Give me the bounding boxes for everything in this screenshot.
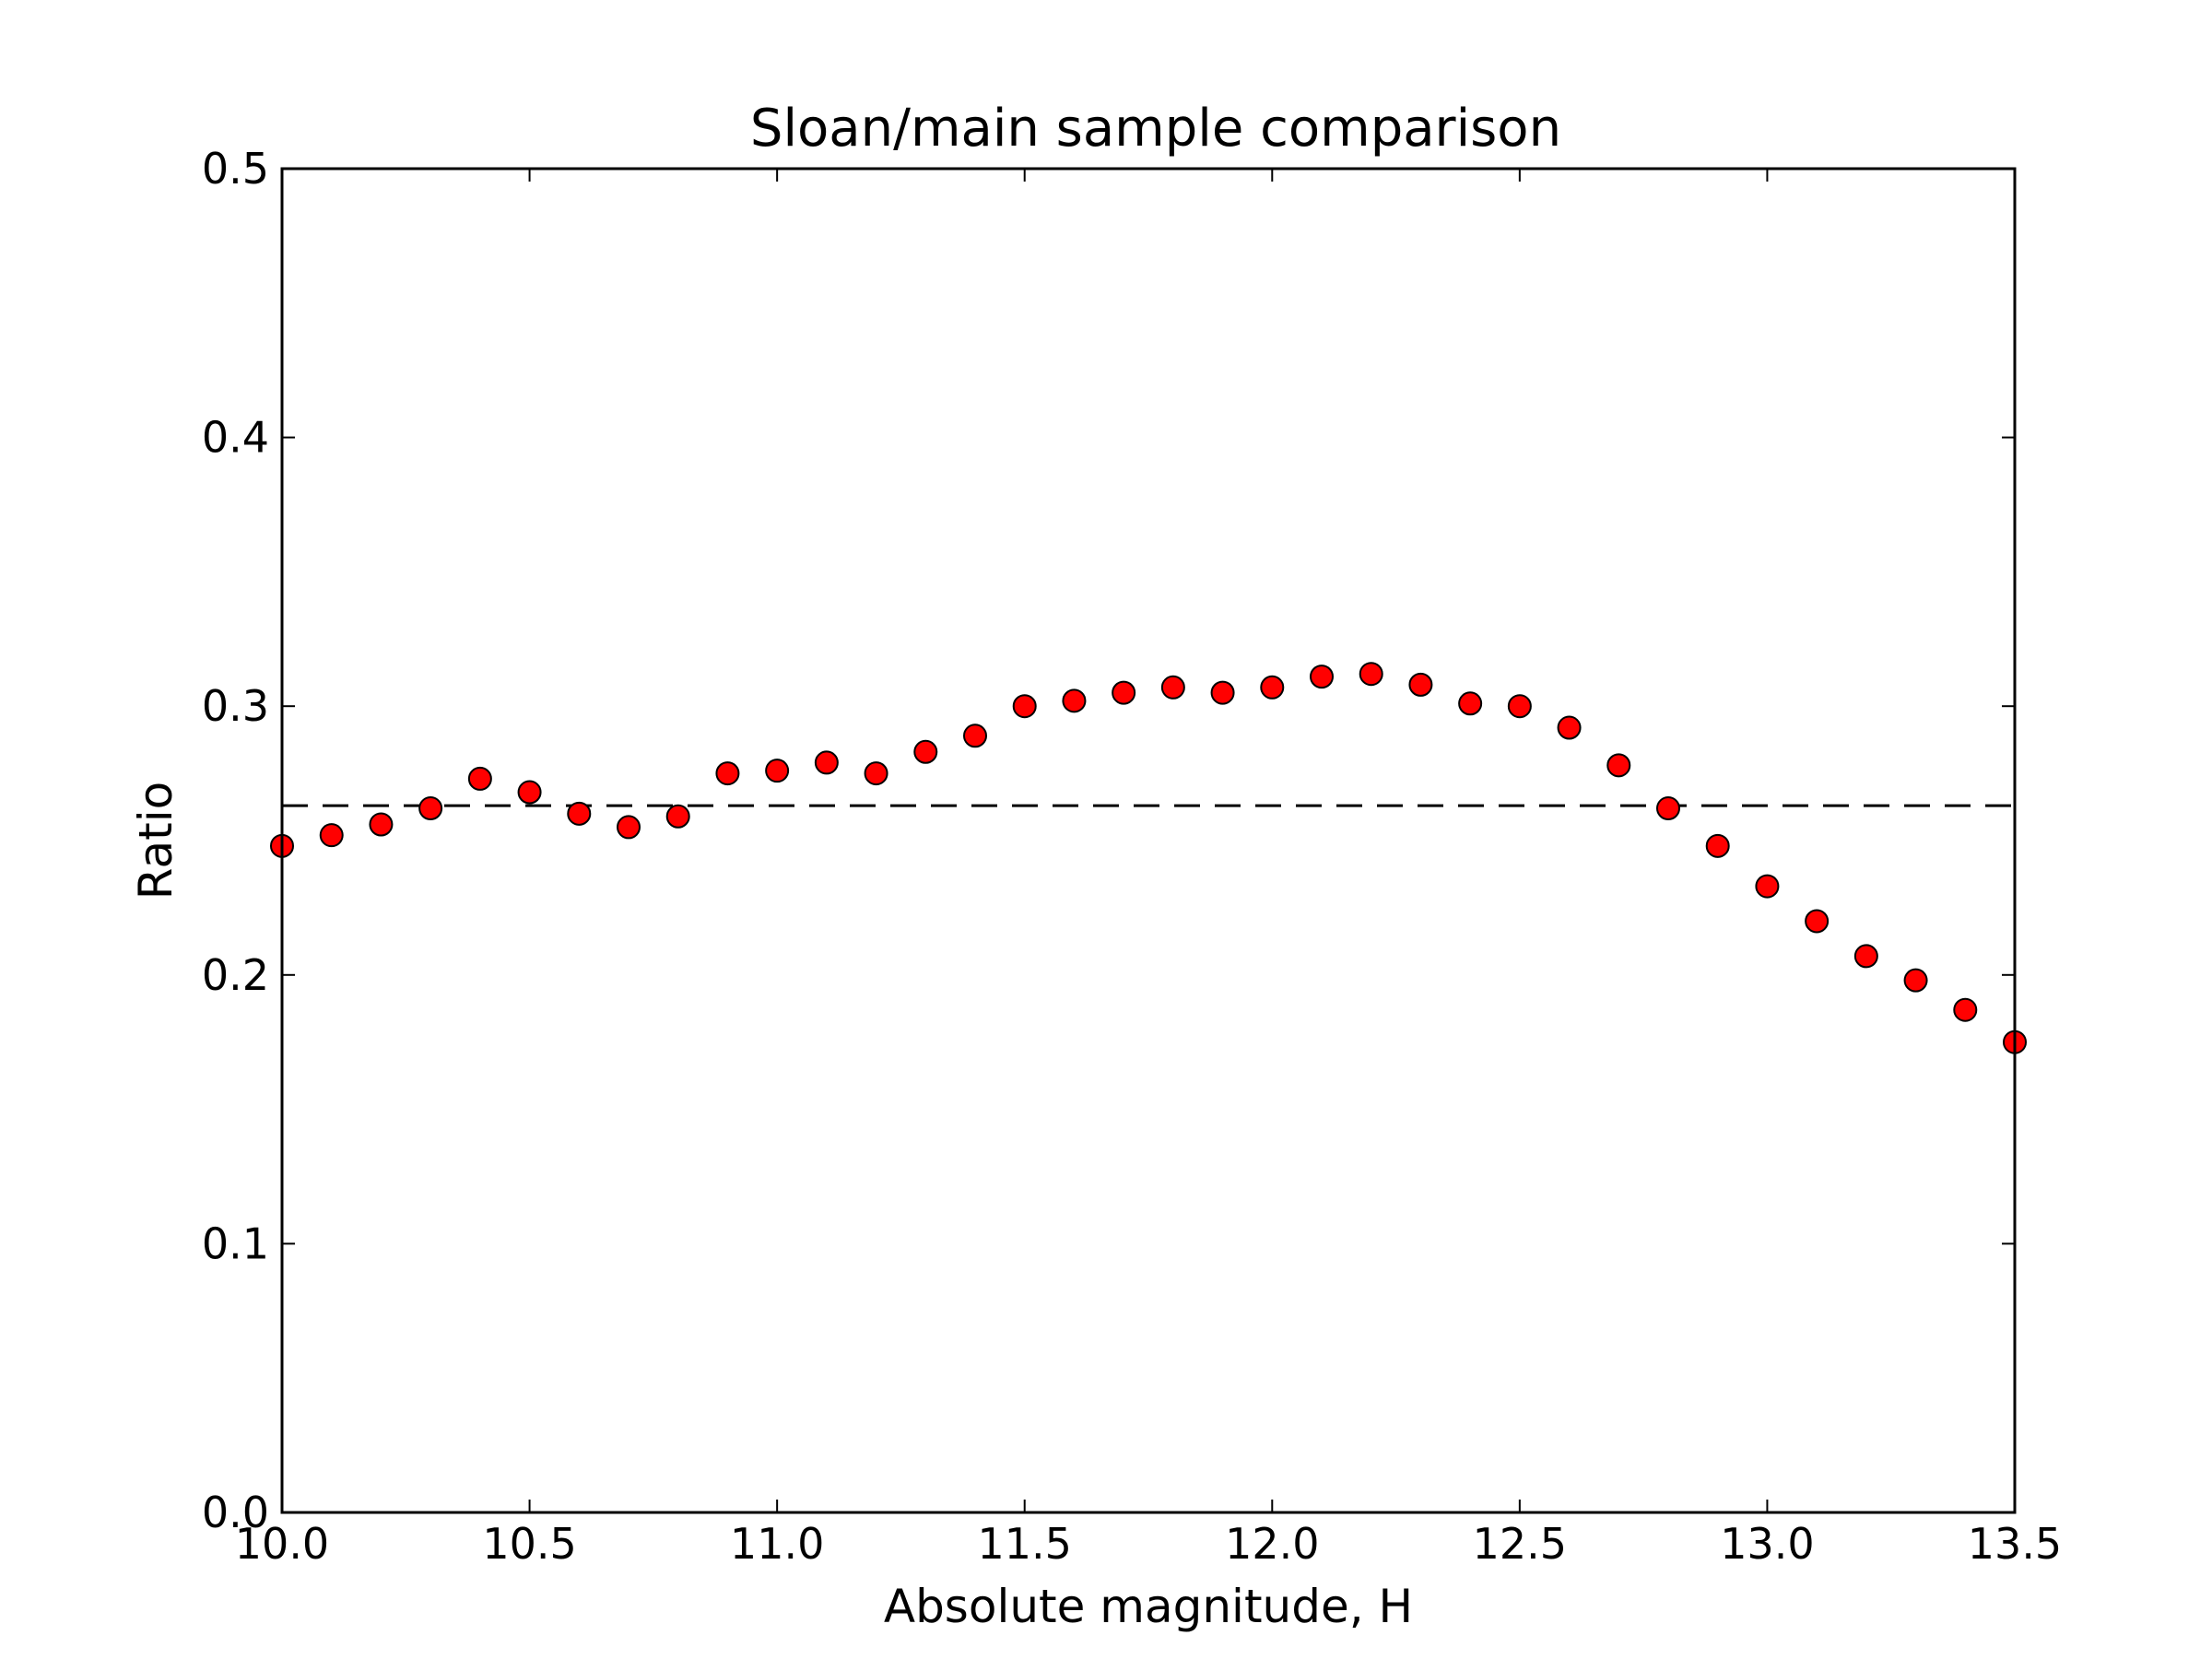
x-tick-label: 10.5: [482, 1519, 576, 1569]
x-tick-label: 11.0: [730, 1519, 824, 1569]
data-point: [1656, 796, 1680, 821]
x-axis-label: Absolute magnitude, H: [884, 1580, 1413, 1633]
data-point: [814, 750, 839, 775]
data-point: [1012, 694, 1037, 719]
data-point: [1507, 694, 1532, 719]
data-point: [1755, 874, 1780, 899]
data-point: [1458, 691, 1483, 716]
x-tick-label: 13.0: [1720, 1519, 1814, 1569]
x-tick-label: 12.0: [1225, 1519, 1319, 1569]
y-axis-label: Ratio: [129, 782, 182, 900]
data-point: [1160, 675, 1185, 700]
data-point: [1853, 944, 1878, 969]
data-point: [567, 801, 592, 826]
data-point: [1210, 680, 1235, 705]
data-point: [369, 812, 394, 837]
data-point: [1408, 672, 1433, 697]
data-point: [1112, 680, 1136, 705]
data-point: [715, 761, 740, 786]
data-point: [963, 724, 987, 748]
plot-area: 10.0 10.5 11.0 11.5 12.0 12.5 13.0 13.5 0.00.10…: [202, 144, 2062, 1569]
plot-background: [282, 169, 2015, 1512]
data-point: [1805, 909, 1830, 934]
data-point: [517, 780, 542, 805]
y-axis-ticks: 0.0 0.1 0.2 0.3 0.4 0.5: [202, 144, 2015, 1537]
data-point: [1705, 833, 1730, 858]
y-tick-label: 0.5: [202, 144, 269, 194]
data-point: [765, 759, 790, 783]
data-point: [1359, 662, 1383, 687]
x-tick-label: 11.5: [978, 1519, 1072, 1569]
data-point: [1903, 968, 1928, 993]
plot-frame: [280, 167, 2017, 1514]
chart-title: Sloan/main sample comparison: [750, 99, 1561, 159]
data-point: [1557, 715, 1582, 740]
data-point: [467, 766, 492, 791]
x-tick-label: 12.5: [1473, 1519, 1567, 1569]
data-point: [418, 796, 443, 821]
y-tick-label: 0.0: [202, 1488, 269, 1537]
data-point: [1310, 665, 1334, 689]
x-tick-label: 10.0: [235, 1519, 329, 1569]
data-point: [1953, 997, 1978, 1022]
data-points: [270, 662, 2027, 1054]
y-tick-label: 0.1: [202, 1218, 269, 1268]
data-point: [1606, 753, 1631, 778]
x-axis-ticks: 10.0 10.5 11.0 11.5 12.0 12.5 13.0 13.5: [235, 169, 2062, 1569]
data-point: [864, 761, 888, 786]
y-tick-label: 0.4: [202, 413, 269, 463]
data-point: [913, 739, 938, 764]
data-point: [665, 804, 690, 829]
data-point: [617, 815, 641, 840]
y-tick-label: 0.2: [202, 950, 269, 1000]
data-point: [1260, 675, 1285, 700]
data-point: [1062, 688, 1087, 713]
y-tick-label: 0.3: [202, 681, 269, 731]
data-point: [319, 823, 344, 848]
x-tick-label: 13.5: [1968, 1519, 2062, 1569]
